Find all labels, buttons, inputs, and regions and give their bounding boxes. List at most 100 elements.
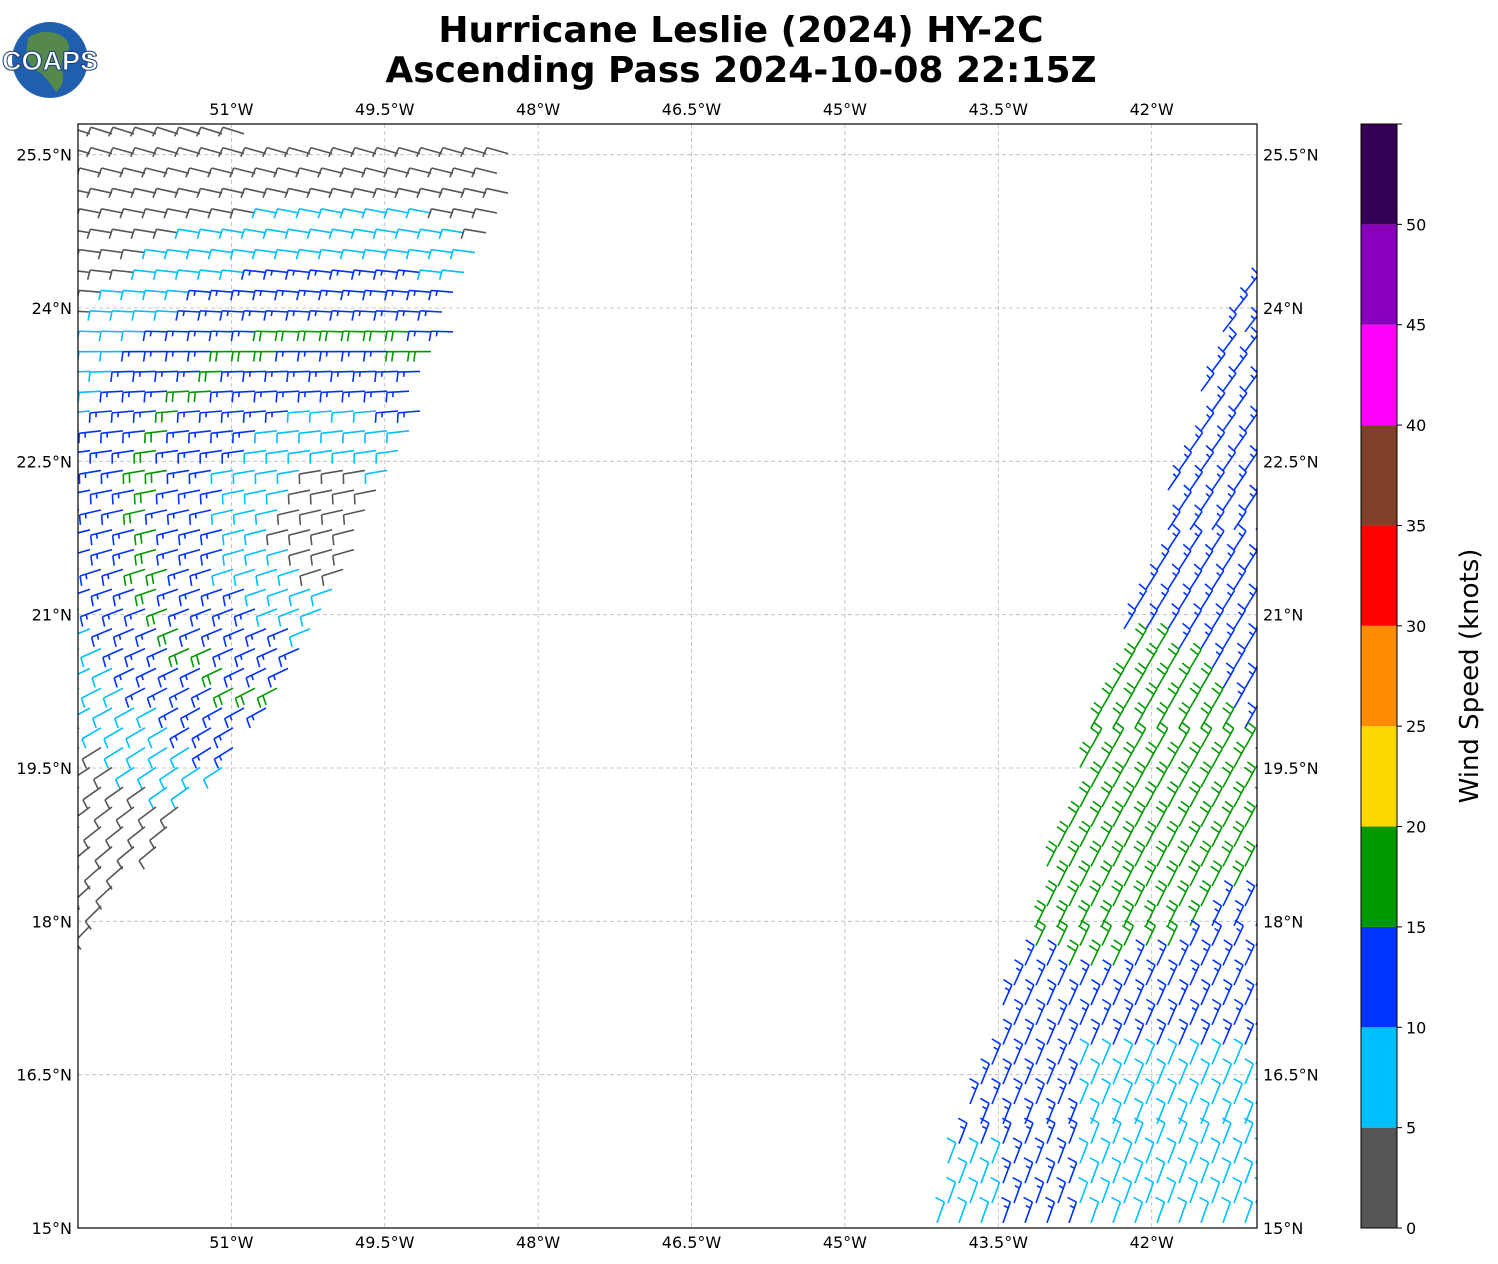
- wind-barb: [243, 529, 267, 546]
- wind-barb: [1244, 1018, 1255, 1045]
- lon-tick-label-top: 42°W: [1130, 100, 1174, 119]
- wind-barb: [174, 269, 201, 280]
- wind-barb: [178, 588, 201, 607]
- wind-barb: [153, 310, 179, 321]
- wind-barb: [1112, 721, 1125, 748]
- wind-barb: [113, 667, 135, 688]
- wind-barb: [1013, 998, 1024, 1026]
- wind-barb: [297, 390, 322, 403]
- wind-barb: [273, 248, 300, 260]
- wind-barb: [86, 187, 113, 199]
- wind-barb: [278, 647, 300, 668]
- wind-barb: [273, 208, 300, 219]
- wind-barb: [230, 330, 256, 342]
- wind-barb: [1057, 959, 1068, 986]
- wind-barb: [200, 628, 223, 648]
- wind-barb: [1211, 346, 1226, 372]
- wind-barb: [274, 330, 300, 342]
- lon-tick-label-bottom: 48°W: [516, 1233, 560, 1252]
- wind-barb: [78, 826, 80, 829]
- wind-barb: [1066, 939, 1079, 966]
- wind-barb: [1233, 504, 1247, 531]
- wind-barb: [1244, 1058, 1255, 1085]
- wind-barb: [134, 588, 157, 607]
- wind-barb: [1133, 761, 1147, 788]
- wind-barb: [145, 608, 168, 627]
- wind-barb: [231, 390, 256, 403]
- wind-barb: [1156, 1018, 1167, 1045]
- wind-barb: [97, 248, 124, 260]
- wind-barb: [1178, 1018, 1189, 1045]
- colorbar-bin: [1361, 625, 1397, 727]
- wind-barb: [1177, 1097, 1188, 1125]
- wind-barb: [428, 330, 454, 342]
- lon-tick-label-top: 45°W: [823, 100, 867, 119]
- wind-barb: [218, 228, 245, 239]
- wind-barb: [460, 146, 487, 158]
- wind-barb: [1222, 306, 1237, 333]
- wind-barb: [339, 208, 366, 219]
- wind-barb: [1178, 622, 1192, 650]
- wind-barb: [133, 449, 157, 464]
- wind-barb: [78, 786, 80, 789]
- wind-barb: [1155, 879, 1168, 907]
- wind-barb: [1133, 800, 1146, 828]
- wind-barb: [149, 826, 168, 850]
- wind-barb: [1079, 1038, 1090, 1065]
- wind-barb: [78, 430, 80, 432]
- wind-barb: [1089, 1157, 1100, 1184]
- lon-tick-label-top: 51°W: [209, 100, 253, 119]
- wind-barb: [90, 588, 113, 607]
- wind-barb: [264, 370, 289, 383]
- wind-barb: [221, 529, 245, 546]
- wind-barb: [156, 628, 179, 648]
- wind-barb: [220, 410, 245, 423]
- colorbar: 0 5 10 15 20 25 30 35 40 45 50: [1360, 123, 1426, 1238]
- wind-barb: [90, 548, 113, 566]
- wind-barb: [374, 410, 399, 423]
- wind-barb: [406, 289, 432, 301]
- wind-barb: [1156, 622, 1170, 650]
- wind-barb: [1078, 820, 1091, 847]
- wind-barb: [155, 489, 179, 505]
- wind-barb: [78, 865, 80, 869]
- wind-barb: [317, 208, 344, 219]
- wind-barb: [1024, 1058, 1035, 1085]
- wind-barb: [273, 167, 300, 178]
- wind-barb: [1244, 721, 1257, 748]
- wind-barb: [1188, 860, 1201, 887]
- lat-tick-label-right: 15°N: [1263, 1219, 1303, 1238]
- wind-barb: [180, 766, 201, 789]
- lat-tick-label-right: 18°N: [1263, 912, 1303, 931]
- wind-barb: [126, 786, 146, 810]
- lon-tick-label-bottom: 51°W: [209, 1233, 253, 1252]
- lon-tick-label-bottom: 49.5°W: [355, 1233, 415, 1252]
- wind-barb: [1200, 701, 1213, 729]
- wind-barb: [1056, 1176, 1067, 1204]
- wind-barb: [174, 146, 201, 158]
- wind-barb: [1222, 444, 1237, 471]
- wind-barb: [1233, 425, 1248, 452]
- wind-barb: [320, 430, 344, 444]
- wind-barb: [1145, 682, 1158, 709]
- wind-barb: [1133, 1117, 1144, 1144]
- wind-barb: [82, 786, 102, 810]
- wind-barb: [1089, 840, 1102, 867]
- lon-tick-label-bottom: 42°W: [1130, 1233, 1174, 1252]
- wind-barb: [142, 330, 168, 342]
- wind-barb: [155, 449, 179, 464]
- lat-tick-label-left: 21°N: [32, 606, 72, 625]
- wind-barb: [1233, 998, 1244, 1026]
- wind-barb: [1233, 603, 1247, 630]
- wind-barb: [482, 187, 509, 199]
- wind-barb: [1189, 464, 1204, 491]
- wind-barb: [331, 529, 355, 546]
- wind-barb: [120, 289, 146, 301]
- wind-barb: [164, 330, 190, 342]
- wind-barb: [123, 568, 146, 587]
- wind-barb: [245, 707, 267, 729]
- wind-barb: [78, 189, 91, 194]
- wind-barb: [78, 330, 80, 333]
- lat-tick-label-right: 21°N: [1263, 606, 1303, 625]
- wind-barb: [1244, 444, 1257, 471]
